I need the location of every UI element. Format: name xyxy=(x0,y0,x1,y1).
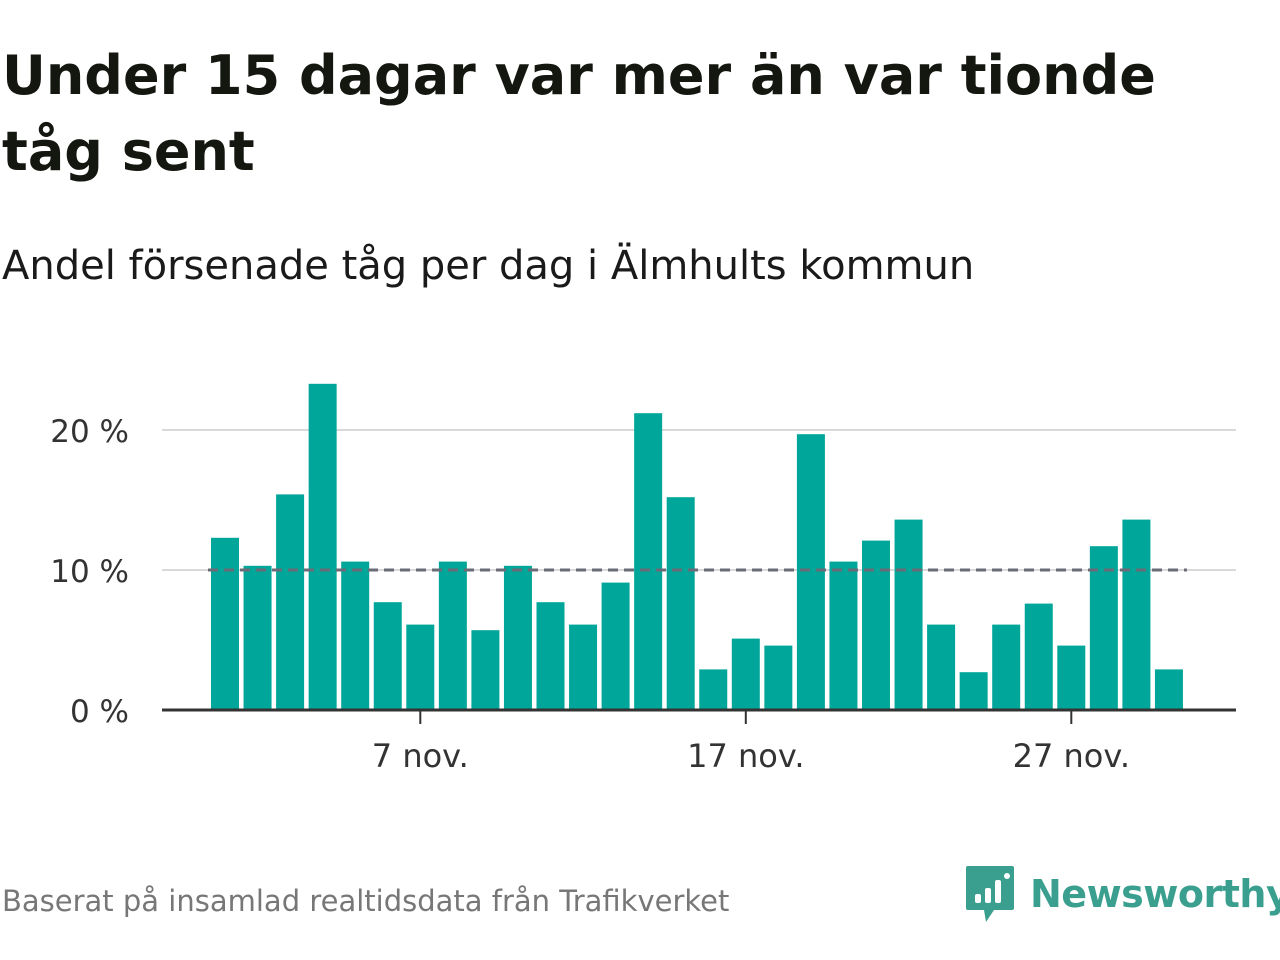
bar xyxy=(699,669,728,710)
bar xyxy=(634,413,663,710)
bar xyxy=(341,561,370,710)
bar xyxy=(438,561,467,710)
bar xyxy=(764,645,793,710)
bar xyxy=(862,540,890,710)
bar-chart: 0 % 10 % 20 % 7 nov. 17 nov. 27 nov. xyxy=(50,383,1236,775)
bar xyxy=(1089,546,1118,710)
bar xyxy=(601,582,630,710)
brand: Newsworthy xyxy=(964,864,1280,924)
x-tick-label: 17 nov. xyxy=(687,737,804,775)
bar xyxy=(243,565,272,710)
bar xyxy=(959,672,988,710)
bar xyxy=(1122,519,1151,710)
bar xyxy=(536,602,565,710)
bar xyxy=(276,494,305,710)
newsworthy-logo-icon xyxy=(966,866,1014,922)
bar xyxy=(1154,669,1183,710)
y-tick-label: 0 % xyxy=(70,694,129,730)
bar xyxy=(1024,603,1053,710)
bar xyxy=(373,602,402,710)
bar xyxy=(992,624,1021,710)
bar xyxy=(829,561,858,710)
bar xyxy=(666,497,695,710)
source-note: Baserat på insamlad realtidsdata från Tr… xyxy=(2,884,730,918)
y-tick-label: 20 % xyxy=(50,414,129,450)
bar xyxy=(503,565,532,710)
bar xyxy=(471,630,500,710)
bar xyxy=(569,624,598,710)
chart-title: Under 15 dagar var mer än var tionde tåg… xyxy=(2,44,1156,183)
x-tick-label: 7 nov. xyxy=(372,737,469,775)
bar xyxy=(731,638,760,710)
bar xyxy=(927,624,956,710)
brand-name: Newsworthy xyxy=(1030,872,1280,916)
bar xyxy=(796,434,825,710)
bar xyxy=(894,519,923,710)
x-tick-label: 27 nov. xyxy=(1013,737,1130,775)
chart-subtitle: Andel försenade tåg per dag i Älmhults k… xyxy=(2,243,975,289)
bar xyxy=(1057,645,1086,710)
bar xyxy=(211,537,239,710)
bar xyxy=(406,624,435,710)
bar xyxy=(308,383,337,710)
y-tick-label: 10 % xyxy=(50,554,129,590)
